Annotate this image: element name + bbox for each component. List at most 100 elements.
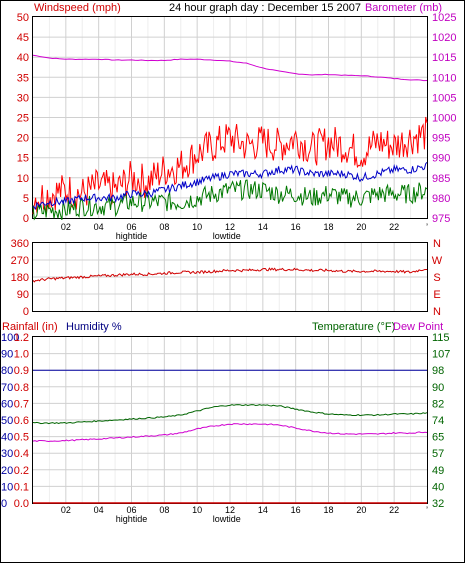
- wind-time-tick: 04: [94, 222, 104, 232]
- baro-y-tick: 1025: [432, 12, 456, 24]
- barometer-line: [32, 54, 428, 82]
- baro-y-tick: 1000: [432, 113, 456, 125]
- rain-y-tick: 1.2: [14, 332, 29, 344]
- dir-compass-tick: N: [433, 238, 441, 250]
- dewpoint-line: [32, 423, 428, 443]
- temp-y-tick: 40: [432, 481, 444, 493]
- wind-tide-label: hightide: [116, 231, 148, 241]
- hum-time-tick: 22: [389, 505, 399, 515]
- baro-title: Barometer (mb): [365, 2, 442, 14]
- hum-time-tick: 18: [323, 505, 333, 515]
- wind-y-tick: 25: [17, 113, 29, 125]
- temp-y-tick: 74: [432, 415, 444, 427]
- baro-y-tick: 1005: [432, 92, 456, 104]
- dir-y-tick: 180: [11, 272, 29, 284]
- hum-time-tick: 02: [61, 505, 71, 515]
- dewpoint-label: Dew Point: [393, 321, 443, 333]
- hum-time-tick: 16: [291, 505, 301, 515]
- baro-y-tick: 985: [432, 173, 450, 185]
- baro-y-tick: 980: [432, 193, 450, 205]
- rain-y-tick: 0.7: [14, 398, 29, 410]
- wind-time-tick: 06: [126, 222, 136, 232]
- humidity-y-tick: 70: [1, 382, 13, 394]
- temp-y-tick: 115: [432, 332, 450, 344]
- baro-y-tick: 1015: [432, 52, 456, 64]
- temp-y-tick: 98: [432, 365, 444, 377]
- baro-y-tick: 1020: [432, 32, 456, 44]
- hum-tide-label: lowtide: [213, 514, 241, 524]
- wind-time-tick: 18: [323, 222, 333, 232]
- hum-tide-label: hightide: [116, 514, 148, 524]
- rain-y-tick: 0.4: [14, 448, 29, 460]
- hum-time-tick: 10: [192, 505, 202, 515]
- rain-y-tick: 0.2: [14, 465, 29, 477]
- baro-y-tick: 1010: [432, 72, 456, 84]
- hum-time-tick: 20: [356, 505, 366, 515]
- wind-time-tick: 02: [61, 222, 71, 232]
- hum-time-tick: 12: [225, 505, 235, 515]
- humidity-y-tick: 0: [1, 498, 7, 510]
- dir-compass-tick: W: [432, 255, 443, 267]
- gust-line: [32, 116, 428, 215]
- graph-title: 24 hour graph day : December 15 2007: [169, 2, 361, 14]
- wind-y-tick: 30: [17, 92, 29, 104]
- dir-y-tick: 360: [11, 238, 29, 250]
- wind-y-tick: 35: [17, 72, 29, 84]
- temp-y-tick: 57: [432, 448, 444, 460]
- humidity-y-tick: 20: [1, 465, 13, 477]
- direction-panel-frame: [32, 242, 428, 312]
- wind-time-tick: 14: [258, 222, 268, 232]
- humidity-y-tick: 90: [1, 349, 13, 361]
- humidity-y-tick: 40: [1, 432, 13, 444]
- rain-y-tick: 0.0: [14, 498, 29, 510]
- humidity-y-tick: 60: [1, 398, 13, 410]
- dir-compass-tick: E: [433, 289, 440, 301]
- baro-y-tick: 995: [432, 133, 450, 145]
- dir-compass-tick: S: [433, 272, 440, 284]
- rain-y-tick: 0.9: [14, 365, 29, 377]
- temp-y-tick: 90: [432, 382, 444, 394]
- wind-time-tick-end: ’: [426, 222, 428, 232]
- wind-y-tick: 50: [17, 12, 29, 24]
- temp-y-tick: 49: [432, 465, 444, 477]
- hum-time-tick: 04: [94, 505, 104, 515]
- dir-y-tick: 270: [11, 255, 29, 267]
- humidity-y-tick: 30: [1, 448, 13, 460]
- low-wind-line: [32, 179, 428, 221]
- direction-line: [32, 267, 427, 283]
- wind-time-tick: 12: [225, 222, 235, 232]
- humidity-y-tick: 100: [1, 332, 19, 344]
- hum-time-tick: 08: [159, 505, 169, 515]
- dir-compass-tick: N: [433, 306, 441, 318]
- wind-time-tick: 08: [159, 222, 169, 232]
- wind-y-tick: 20: [17, 133, 29, 145]
- wind-time-tick: 10: [192, 222, 202, 232]
- wind-time-tick: 20: [356, 222, 366, 232]
- humidity-y-tick: 50: [1, 415, 13, 427]
- hum-time-tick: 06: [126, 505, 136, 515]
- temperature-line: [32, 404, 428, 425]
- avg-wind-line: [32, 161, 428, 210]
- wind-title: Windspeed (mph): [34, 2, 121, 14]
- humidity-label: Humidity %: [66, 321, 122, 333]
- humidity-y-tick: 80: [1, 365, 13, 377]
- wind-y-tick: 5: [23, 193, 29, 205]
- wind-y-tick: 45: [17, 32, 29, 44]
- wind-time-tick: 16: [291, 222, 301, 232]
- wind-panel-frame: [32, 16, 428, 219]
- temperature-label: Temperature (°F): [312, 321, 395, 333]
- wind-y-tick: 10: [17, 173, 29, 185]
- temp-y-tick: 32: [432, 498, 444, 510]
- wind-time-tick: 22: [389, 222, 399, 232]
- temp-y-tick: 107: [432, 349, 450, 361]
- wind-y-tick: 40: [17, 52, 29, 64]
- rain-y-tick: 1.0: [14, 349, 29, 361]
- baro-y-tick: 975: [432, 213, 450, 225]
- dir-y-tick: 90: [17, 289, 29, 301]
- temp-y-tick: 82: [432, 398, 444, 410]
- hum-time-tick: 14: [258, 505, 268, 515]
- rain-y-tick: 0.6: [14, 415, 29, 427]
- baro-y-tick: 990: [432, 153, 450, 165]
